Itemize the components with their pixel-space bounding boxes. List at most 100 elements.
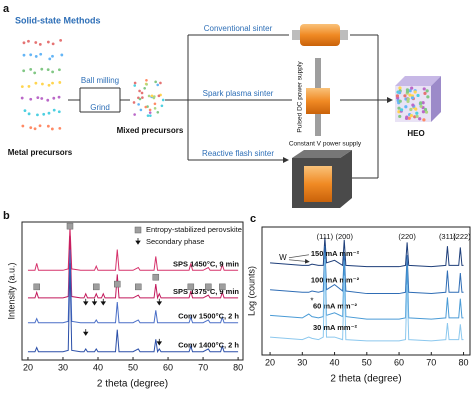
marker [33,283,40,291]
particle [398,86,402,90]
bracket [68,87,130,113]
cube-top [395,76,441,86]
particle [399,108,404,112]
particle [156,110,160,114]
particle [51,42,55,46]
diagram-title: Solid-state Methods [15,15,101,25]
particle [39,52,43,56]
particle [415,114,419,118]
panel-label: b [3,210,10,222]
particle [413,90,417,94]
marker [66,222,74,230]
particle [410,86,414,90]
ball-milling-label: Ball milling [81,76,119,85]
conventional-label: Conventional sinter [204,24,273,33]
particle [160,104,164,108]
particle [52,96,56,100]
particle [406,97,410,101]
die [306,88,330,114]
series-line [27,226,239,271]
particle [140,91,144,95]
metal-precursors-label: Metal precursors [8,148,73,157]
particle [21,124,25,128]
x-tick-label: 60 [394,357,404,367]
x-tick-label: 30 [58,362,68,372]
diagram: a Solid-state Methods Metal precursors B… [3,3,441,208]
pulsed-dc-label: Pulsed DC power supply [297,61,304,133]
furnace-top [292,150,352,158]
electrode [315,58,321,88]
particle [22,41,26,45]
particle [46,40,50,44]
particle [58,68,61,72]
particle [395,94,400,98]
x-tick-label: 50 [362,357,372,367]
particle [422,118,426,122]
particle [22,53,26,57]
series-label: SPS 1375°C, 9 min [173,287,239,296]
reactive-label: Reactive flash sinter [202,149,274,158]
particle [143,86,146,90]
particle [40,67,44,71]
particle [153,102,157,106]
series-label: 30 mA mm⁻² [313,323,358,332]
particle [415,111,419,115]
end-cap [338,30,348,40]
peak-label: (222) [453,232,471,241]
particle [34,41,38,44]
particle [50,127,54,131]
particle [40,97,44,100]
grind-label: Grind [90,103,110,112]
particle [424,110,429,114]
marker [219,283,226,291]
particle [421,110,426,114]
x-axis-label: 2 theta (degree) [330,374,401,385]
particle [409,107,413,112]
legend-label: Entropy-stabilized perovskite [146,225,242,234]
particle [133,113,136,116]
particle [157,94,161,98]
particle [29,68,33,71]
annotation: * [310,296,313,305]
particle [148,111,152,114]
particle [416,93,420,98]
particle [426,95,430,99]
y-axis-label: Log (counts) [246,266,256,316]
particle [20,96,24,100]
particle [408,93,412,97]
series-line [270,252,464,320]
particle [413,115,417,119]
series-label: Conv 1500°C, 2 h [178,312,239,321]
particle [137,103,140,106]
particle [421,101,425,105]
particle [36,96,40,100]
y-axis-label: Intensity (a.u.) [6,262,16,319]
panel-label: c [250,213,256,225]
x-tick-label: 50 [128,362,138,372]
particle [398,99,402,103]
particle [404,105,408,109]
particle [423,107,428,112]
plot-frame [21,221,244,361]
particle [407,116,411,120]
x-tick-label: 70 [426,357,436,367]
peak-label: (111) [317,232,334,241]
marker [93,283,100,291]
particle [51,81,54,85]
furnace-tube [300,24,340,46]
spark-label: Spark plasma sinter [203,89,274,98]
particle [47,111,51,115]
marker [82,298,89,306]
particle [398,91,402,95]
series-label: Conv 1400°C, 2 h [178,341,239,350]
particle [146,114,150,117]
merge-line [340,34,379,179]
charts: b 20 30 40 50 60 70 80 2 theta (degree) Intensity… [3,210,471,390]
particle [58,81,62,84]
particle [34,55,38,58]
particle [144,105,148,109]
particle [27,112,31,116]
series-line [27,263,239,354]
particle [38,42,42,46]
